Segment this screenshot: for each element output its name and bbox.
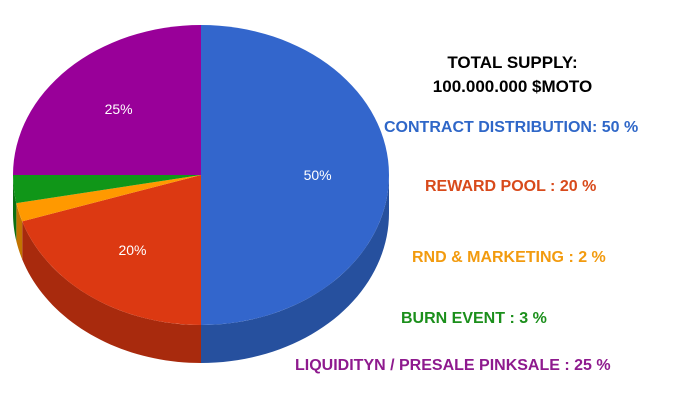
legend-item-burn-event: BURN EVENT : 3 % bbox=[401, 310, 547, 327]
pie-slice-burn-event bbox=[13, 175, 201, 204]
pie-slice-contract-distribution bbox=[201, 25, 389, 325]
pie-slice-rnd-marketing bbox=[16, 175, 201, 222]
slice-label-liquidity-presale: 25% bbox=[105, 101, 133, 117]
slice-labels: 50% 20% 25% bbox=[105, 101, 332, 258]
slice-label-contract-distribution: 50% bbox=[304, 167, 332, 183]
pie-side-burn-event bbox=[13, 175, 17, 242]
legend-item-liquidity-presale: LIQUIDITYN / PRESALE PINKSALE : 25 % bbox=[295, 357, 611, 374]
pie-slice-reward-pool bbox=[22, 175, 202, 325]
chart-title-line-1: TOTAL SUPPLY: bbox=[447, 53, 578, 72]
pie-slice-liquidity-presale bbox=[13, 25, 201, 175]
pie-top bbox=[13, 25, 389, 325]
pie-sides bbox=[13, 175, 389, 363]
pie-side-rnd-marketing bbox=[16, 203, 23, 260]
pie-side-reward-pool bbox=[22, 221, 202, 363]
pie-side-contract-distribution bbox=[201, 175, 389, 363]
legend-item-rnd-marketing: RND & MARKETING : 2 % bbox=[412, 249, 606, 266]
legend-item-reward-pool: REWARD POOL : 20 % bbox=[425, 178, 597, 195]
chart-title-line-2: 100.000.000 $MOTO bbox=[432, 77, 593, 96]
slice-label-reward-pool: 20% bbox=[118, 242, 146, 258]
legend-item-contract-distribution: CONTRACT DISTRIBUTION: 50 % bbox=[384, 119, 639, 136]
